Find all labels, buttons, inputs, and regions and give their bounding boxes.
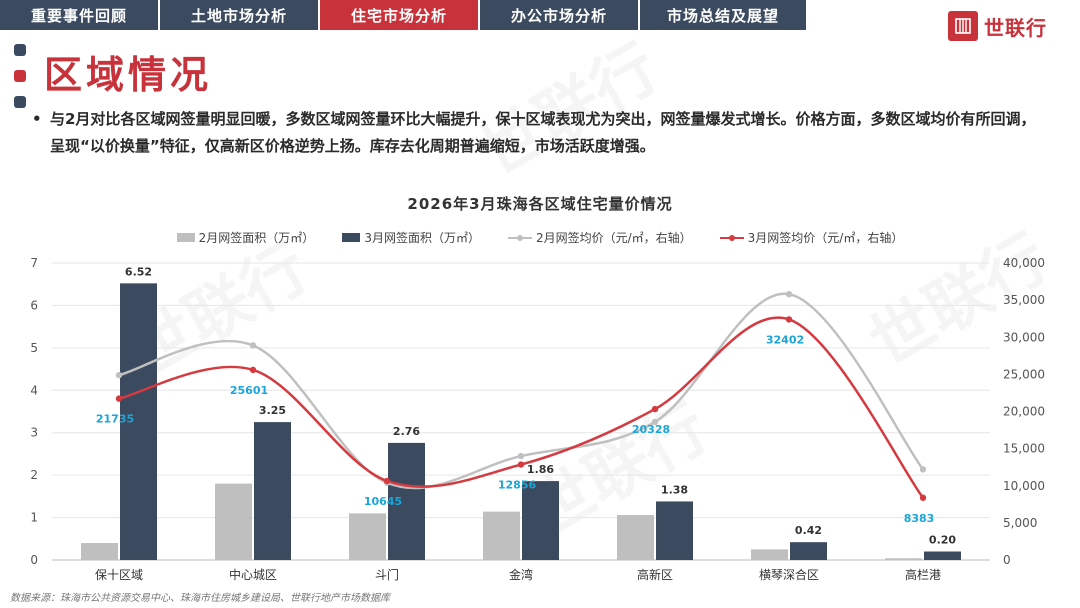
bar-data-label: 3.25	[259, 404, 286, 417]
tab-summary-outlook[interactable]: 市场总结及展望	[640, 0, 806, 30]
y-right-tick-label: 25,000	[1003, 367, 1045, 381]
legend-swatch	[176, 233, 195, 242]
x-tick-label: 斗门	[375, 567, 399, 582]
chart-legend: 2月网签面积（万㎡） 3月网签面积（万㎡） 2月网签均价（元/㎡，右轴） 3月网…	[0, 229, 1080, 246]
point-feb-price	[115, 371, 123, 379]
bar-feb-area	[885, 558, 922, 560]
y-right-tick-label: 0	[1003, 553, 1011, 567]
tab-land-market[interactable]: 土地市场分析	[160, 0, 318, 30]
bar-mar-area	[522, 481, 559, 560]
point-feb-price	[651, 418, 659, 426]
point-feb-price	[919, 466, 927, 473]
bar-mar-area	[388, 442, 425, 560]
y-right-tick-label: 15,000	[1003, 442, 1045, 456]
y-right-tick-label: 5,000	[1003, 516, 1037, 530]
y-left-tick-label: 2	[30, 468, 38, 482]
bar-data-label: 0.42	[795, 524, 822, 537]
bar-data-label: 2.76	[393, 425, 420, 438]
y-right-tick-label: 35,000	[1003, 293, 1045, 307]
y-left-tick-label: 7	[30, 256, 38, 270]
legend-item-mar-area: 3月网签面积（万㎡）	[342, 229, 480, 246]
title-dots	[14, 44, 26, 122]
page-title: 区域情况	[44, 53, 213, 97]
y-left-tick-label: 6	[30, 298, 38, 312]
point-feb-price	[517, 452, 525, 460]
brand-name: 世联行	[984, 15, 1047, 40]
bar-feb-area	[617, 515, 654, 560]
line-data-label: 12856	[498, 479, 537, 492]
y-left-tick-label: 4	[30, 383, 38, 397]
bar-data-label: 1.86	[527, 463, 554, 476]
x-tick-label: 保十区域	[95, 568, 143, 582]
tab-office-market[interactable]: 办公市场分析	[480, 0, 638, 30]
line-data-label: 10645	[364, 495, 402, 508]
bar-mar-area	[656, 501, 693, 560]
legend-label: 3月网签面积（万㎡）	[364, 231, 480, 245]
bar-data-label: 0.20	[929, 534, 956, 547]
point-mar-price	[249, 366, 257, 374]
bar-feb-area	[215, 483, 252, 560]
chart-title: 2026年3月珠海各区域住宅量价情况	[407, 195, 673, 213]
dot-icon	[14, 44, 26, 56]
point-mar-price	[651, 405, 659, 413]
line-data-label: 8383	[904, 512, 935, 525]
y-left-tick-label: 3	[30, 426, 38, 440]
bar-data-label: 1.38	[661, 483, 688, 496]
line-data-label: 21735	[96, 413, 134, 426]
bar-feb-area	[483, 511, 520, 560]
point-mar-price	[919, 494, 927, 501]
legend-item-feb-area: 2月网签面积（万㎡）	[176, 229, 315, 246]
combo-chart: 0 1 2 3 4 5 6 7 0 5,000 10,000 15,000 20,000 25,000 30…	[30, 256, 1045, 582]
y-right-tick-label: 40,000	[1003, 256, 1045, 270]
y-left-tick-label: 1	[30, 511, 38, 525]
x-tick-label: 高新区	[637, 567, 673, 582]
point-mar-price	[115, 395, 123, 402]
point-mar-price	[517, 461, 525, 468]
y-right-tick-label: 10,000	[1003, 479, 1045, 493]
brand-logo-icon	[948, 11, 978, 41]
point-mar-price	[785, 316, 793, 323]
legend-label: 3月网签均价（元/㎡，右轴）	[747, 231, 904, 245]
dot-icon	[14, 70, 26, 82]
legend-swatch	[507, 234, 532, 241]
top-nav: 重要事件回顾 土地市场分析 住宅市场分析 办公市场分析 市场总结及展望	[0, 0, 1080, 30]
x-tick-label: 横琴深合区	[759, 567, 819, 582]
legend-item-feb-price: 2月网签均价（元/㎡，右轴）	[507, 229, 692, 246]
line-data-label: 20328	[632, 423, 670, 436]
point-feb-price	[785, 290, 793, 298]
brand-logo: 世联行	[948, 11, 1047, 41]
line-data-label: 25601	[230, 384, 268, 397]
legend-label: 2月网签面积（万㎡）	[198, 231, 315, 245]
data-source: 数据来源：珠海市公共资源交易中心、珠海市住房城乡建设局、世联行地产市场数据库	[10, 593, 390, 604]
bar-data-label: 6.52	[125, 265, 152, 278]
bar-feb-area	[349, 513, 386, 560]
bullet-icon: •	[32, 110, 42, 128]
summary-paragraph: • 与2月对比各区域网签量明显回暖，多数区域网签量环比大幅提升，保十区域表现尤为…	[32, 106, 1050, 160]
legend-label: 2月网签均价（元/㎡，右轴）	[535, 231, 692, 245]
x-tick-label: 高栏港	[905, 567, 941, 582]
y-right-tick-label: 20,000	[1003, 405, 1045, 419]
summary-text: 与2月对比各区域网签量明显回暖，多数区域网签量环比大幅提升，保十区域表现尤为突出…	[50, 110, 1036, 155]
x-tick-label: 金湾	[509, 567, 533, 582]
legend-item-mar-price: 3月网签均价（元/㎡，右轴）	[719, 229, 904, 246]
y-right-tick-label: 30,000	[1003, 330, 1045, 344]
tab-key-events[interactable]: 重要事件回顾	[0, 0, 158, 30]
point-feb-price	[249, 342, 257, 349]
legend-swatch	[719, 234, 744, 241]
y-left-tick-label: 5	[30, 341, 38, 355]
tab-residential-market[interactable]: 住宅市场分析	[320, 0, 478, 30]
y-left-tick-label: 0	[30, 553, 38, 567]
bar-mar-area	[254, 422, 291, 560]
bar-mar-area	[120, 283, 157, 560]
line-data-label: 32402	[766, 333, 804, 346]
x-tick-label: 中心城区	[229, 567, 277, 582]
bar-feb-area	[751, 549, 788, 560]
bar-mar-area	[924, 551, 961, 560]
legend-swatch	[342, 233, 361, 242]
point-mar-price	[383, 477, 391, 485]
bar-mar-area	[790, 542, 827, 560]
bar-feb-area	[81, 543, 118, 560]
dot-icon	[14, 96, 26, 108]
